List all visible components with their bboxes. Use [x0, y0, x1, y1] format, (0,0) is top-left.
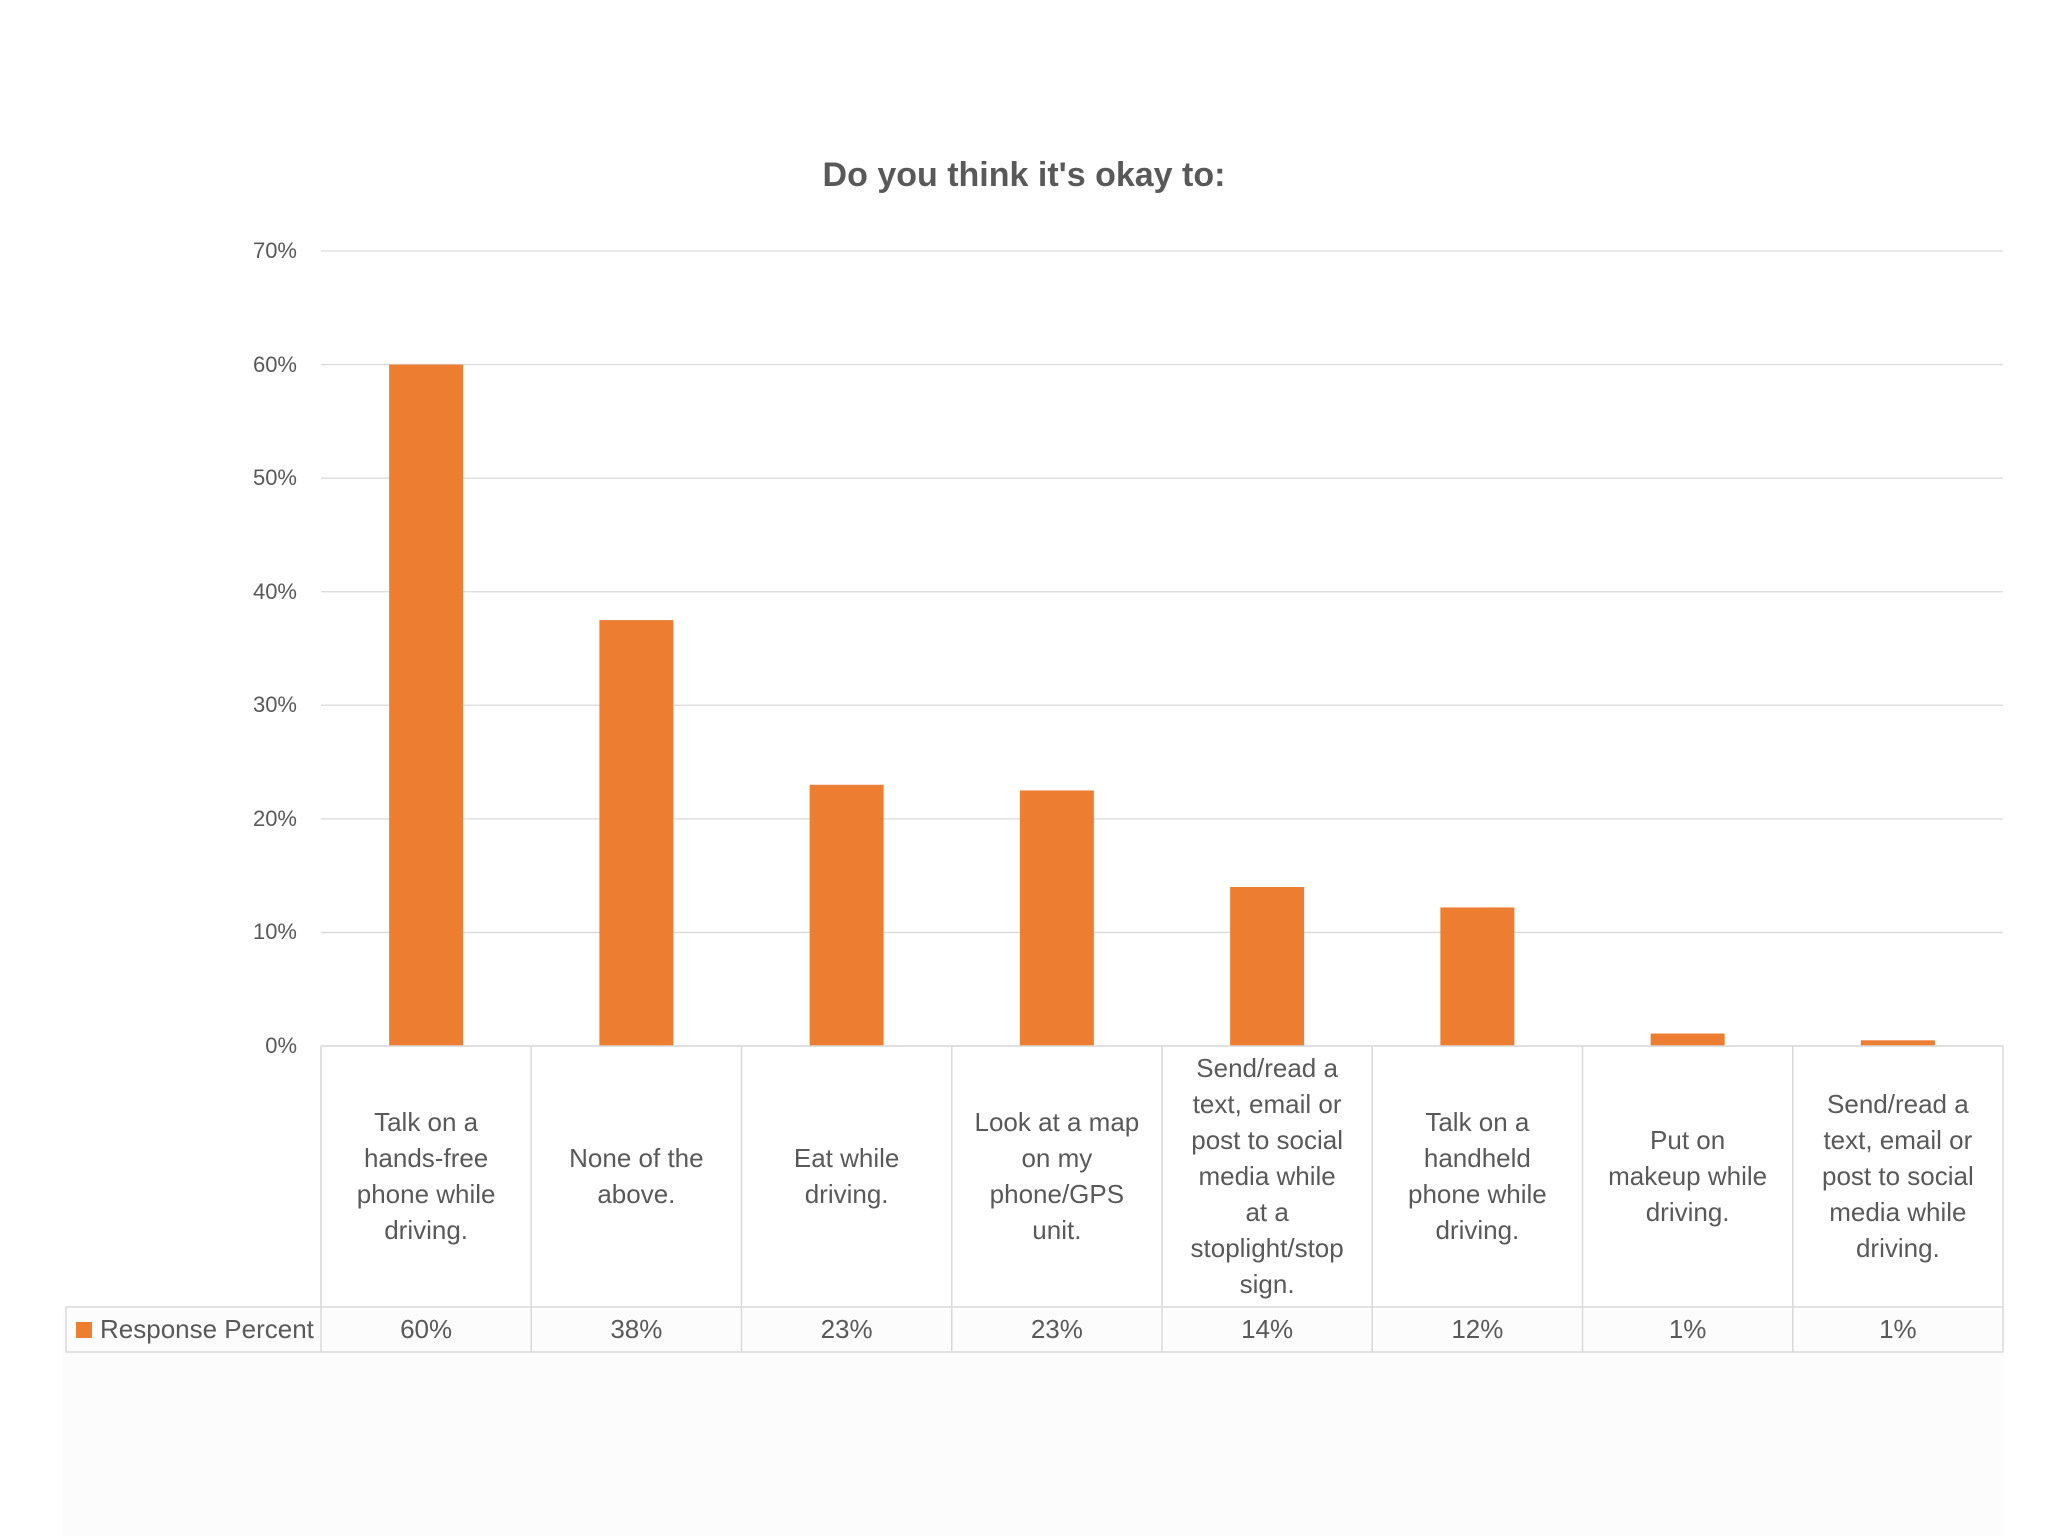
gridlines	[321, 250, 2003, 1047]
data-table-value: 23%	[820, 1314, 873, 1344]
bar	[809, 784, 884, 1046]
data-table-grid	[65, 1045, 2004, 1353]
data-table-value: 1%	[1879, 1314, 1917, 1344]
bar	[389, 364, 464, 1047]
category-label: Put on makeup while driving.	[1608, 1125, 1768, 1227]
y-tick-label: 40%	[252, 578, 297, 604]
chart-title: Do you think it's okay to:	[822, 156, 1226, 194]
data-table-value: 1%	[1668, 1314, 1707, 1344]
y-tick-label: 10%	[252, 919, 297, 945]
data-table-value: 14%	[1241, 1314, 1294, 1344]
bar	[1230, 887, 1305, 1046]
y-tick-label: 0%	[265, 1033, 297, 1058]
bar	[599, 620, 674, 1046]
category-label: None of the above.	[569, 1143, 704, 1209]
category-label: Send/read a text, email or post to social m…	[1822, 1089, 1974, 1263]
bars	[389, 364, 1935, 1047]
bar	[1019, 790, 1094, 1046]
category-label: Talk on a hands-free phone while driving.	[356, 1107, 496, 1245]
category-label: Talk on a handheld phone while driving.	[1407, 1107, 1547, 1245]
category-label: Send/read a text, email or post to social m…	[1190, 1053, 1344, 1299]
category-label: Eat while driving.	[793, 1143, 900, 1209]
legend-label: Response Percent	[100, 1314, 314, 1344]
data-table-value: 12%	[1451, 1314, 1504, 1344]
data-table-value: 23%	[1030, 1314, 1083, 1344]
y-tick-label: 30%	[252, 692, 297, 718]
legend-swatch	[76, 1321, 92, 1338]
bar	[1650, 1033, 1725, 1046]
bar	[1860, 1040, 1935, 1046]
y-tick-label: 60%	[252, 351, 297, 377]
slide-background-panel	[63, 1310, 2003, 1536]
y-tick-label: 70%	[252, 238, 297, 263]
y-tick-label: 50%	[252, 465, 297, 491]
data-table-value: 60%	[400, 1314, 453, 1344]
category-label: Look at a map on my phone/GPS unit.	[974, 1107, 1140, 1245]
legend: Response Percent	[66, 1307, 320, 1352]
y-tick-label: 20%	[252, 805, 297, 831]
bar	[1440, 907, 1515, 1046]
data-table-value: 38%	[610, 1314, 663, 1344]
